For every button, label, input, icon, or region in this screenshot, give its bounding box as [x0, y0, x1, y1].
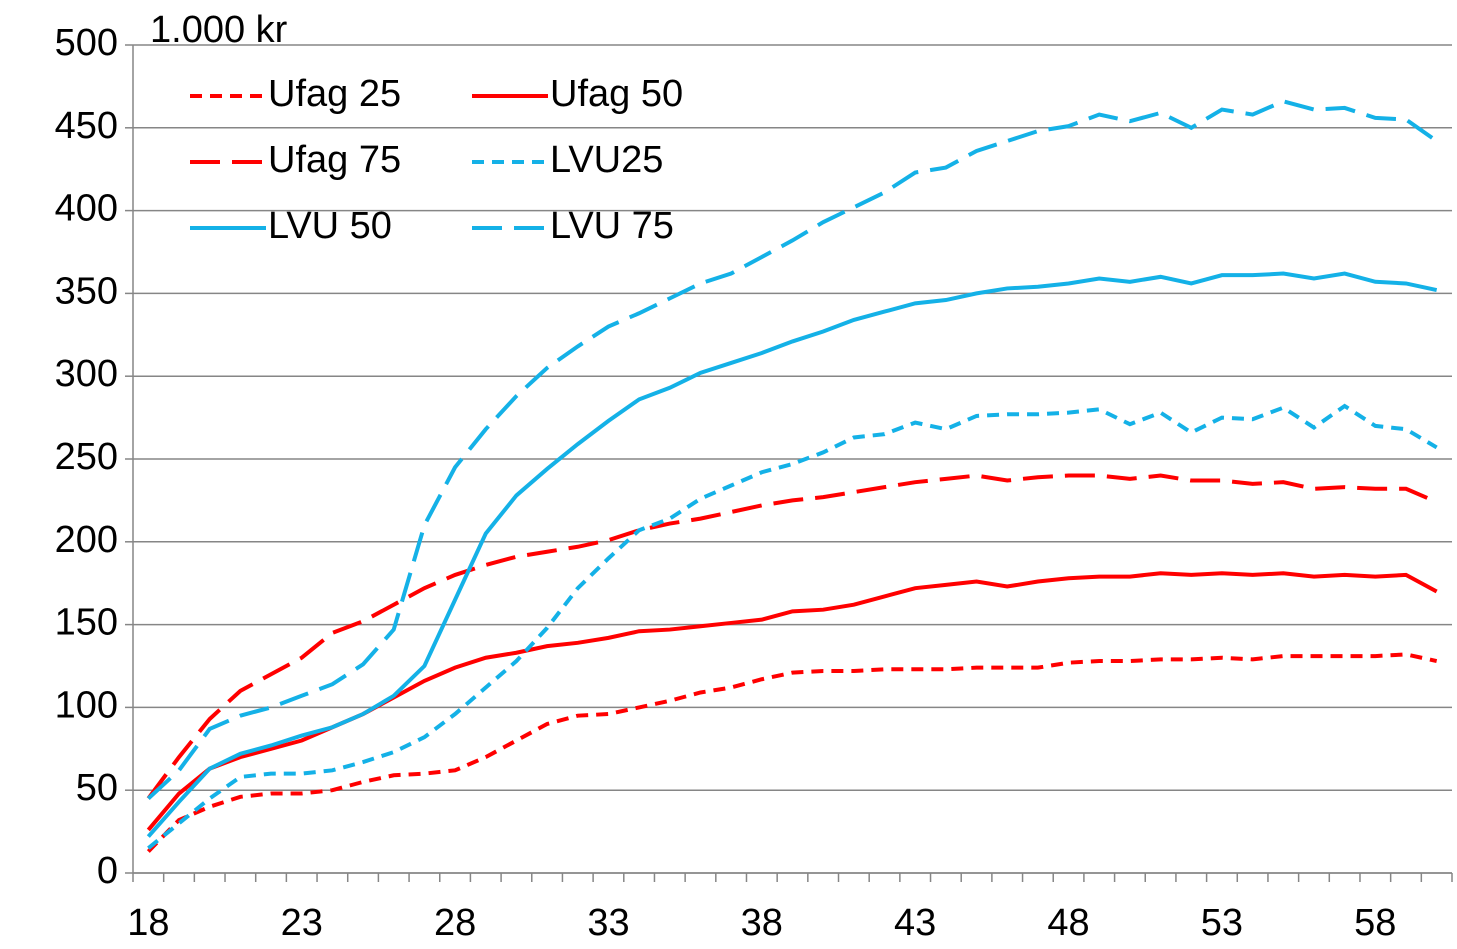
- legend-label: LVU 75: [550, 205, 674, 247]
- y-tick-label: 400: [55, 188, 118, 230]
- x-tick-label: 53: [1201, 902, 1243, 944]
- x-tick-label: 28: [434, 902, 476, 944]
- legend-label: Ufag 50: [550, 73, 683, 115]
- y-tick-label: 150: [55, 602, 118, 644]
- x-tick-label: 43: [894, 902, 936, 944]
- y-tick-label: 350: [55, 270, 118, 312]
- y-tick-label: 300: [55, 353, 118, 395]
- series-line: [146, 99, 1438, 800]
- y-tick-label: 250: [55, 436, 118, 478]
- series-line: [146, 473, 1438, 800]
- series-line: [146, 652, 1438, 853]
- x-tick-label: 58: [1354, 902, 1396, 944]
- y-tick-label: 200: [55, 519, 118, 561]
- x-tick-label: 48: [1047, 902, 1089, 944]
- legend-label: Ufag 25: [268, 73, 401, 115]
- y-tick-label: 50: [76, 767, 118, 809]
- series-line: [146, 271, 1438, 838]
- y-tick-label: 450: [55, 105, 118, 147]
- series-line: [146, 571, 1438, 832]
- x-tick-label: 38: [741, 902, 783, 944]
- x-tick-label: 33: [587, 902, 629, 944]
- y-axis-label: 1.000 kr: [150, 9, 288, 51]
- y-tick-label: 100: [55, 684, 118, 726]
- legend-label: Ufag 75: [268, 139, 401, 181]
- x-tick-label: 18: [127, 902, 169, 944]
- legend-label: LVU25: [550, 139, 663, 181]
- series-line: [147, 403, 1438, 850]
- x-tick-label: 23: [281, 902, 323, 944]
- legend-label: LVU 50: [268, 205, 392, 247]
- y-tick-label: 0: [97, 850, 118, 892]
- y-tick-label: 500: [55, 22, 118, 64]
